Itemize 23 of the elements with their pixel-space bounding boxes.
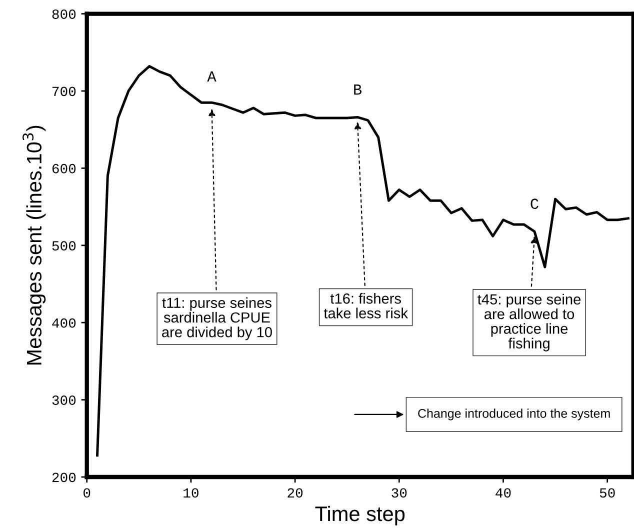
annotation: t45: purse seine are allowed to practice line fishing bbox=[478, 294, 581, 352]
x-tick-label: 30 bbox=[392, 488, 407, 498]
x-tick-label: 0 bbox=[84, 488, 90, 498]
y-axis-title: Messages sent (lines.10$^{3}$) bbox=[22, 126, 46, 365]
x-tick-label: 10 bbox=[184, 488, 198, 498]
y-tick-label: 800 bbox=[52, 10, 76, 19]
line-series bbox=[96, 65, 630, 457]
annotation: t11: purse seines sardinella CPUE are divided by 10 bbox=[162, 297, 272, 340]
x-tick-label: 20 bbox=[288, 488, 303, 498]
x-tick-label: 50 bbox=[600, 488, 615, 498]
y-tick-label: 700 bbox=[52, 86, 76, 96]
y-tick-label: 300 bbox=[52, 396, 76, 405]
annotation: A bbox=[207, 71, 216, 82]
y-tick-label: 600 bbox=[52, 164, 76, 174]
x-axis-title: Time step bbox=[315, 506, 405, 526]
y-tick-label: 400 bbox=[52, 318, 76, 328]
y-tick-label: 200 bbox=[52, 472, 76, 482]
annotation: t16: fishers take less risk bbox=[324, 293, 408, 318]
x-tick-label: 40 bbox=[496, 488, 511, 498]
annotation: B bbox=[354, 84, 362, 95]
annotation: C bbox=[530, 198, 538, 210]
annotation: Change introduced into the system bbox=[418, 408, 610, 420]
y-tick-label: 500 bbox=[52, 241, 76, 251]
